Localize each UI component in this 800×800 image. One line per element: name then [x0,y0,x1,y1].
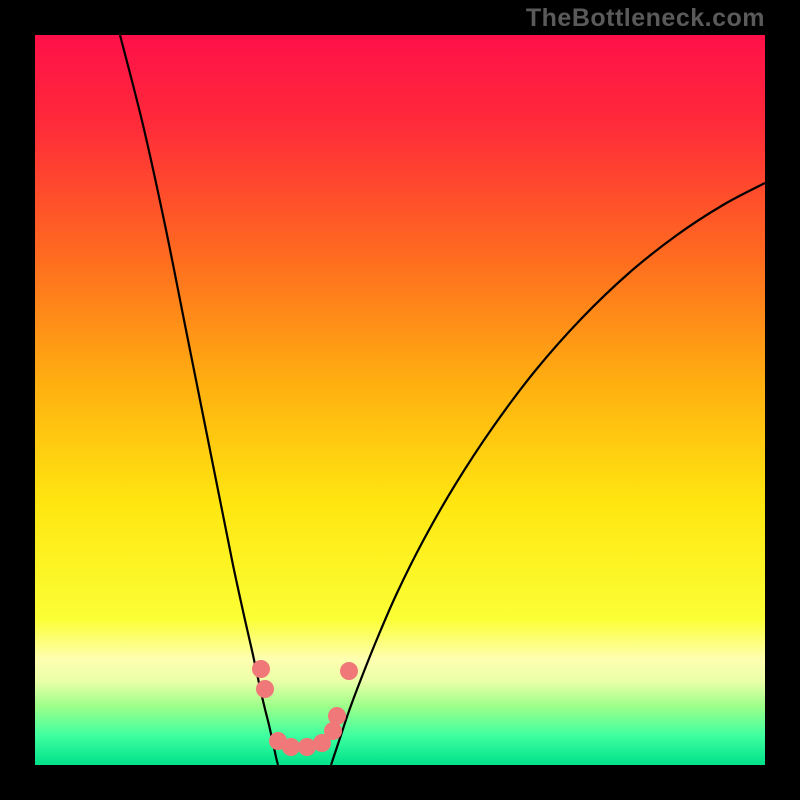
valley-marker [256,680,274,698]
valley-marker [282,738,300,756]
valley-markers [252,660,358,756]
curve-right-branch [331,183,765,765]
bottleneck-curve [35,35,765,765]
plot-area [35,35,765,765]
valley-marker [252,660,270,678]
valley-marker [328,707,346,725]
curve-left-branch [120,35,278,765]
watermark-text: TheBottleneck.com [526,4,765,33]
outer-frame: TheBottleneck.com [0,0,800,800]
valley-marker [340,662,358,680]
